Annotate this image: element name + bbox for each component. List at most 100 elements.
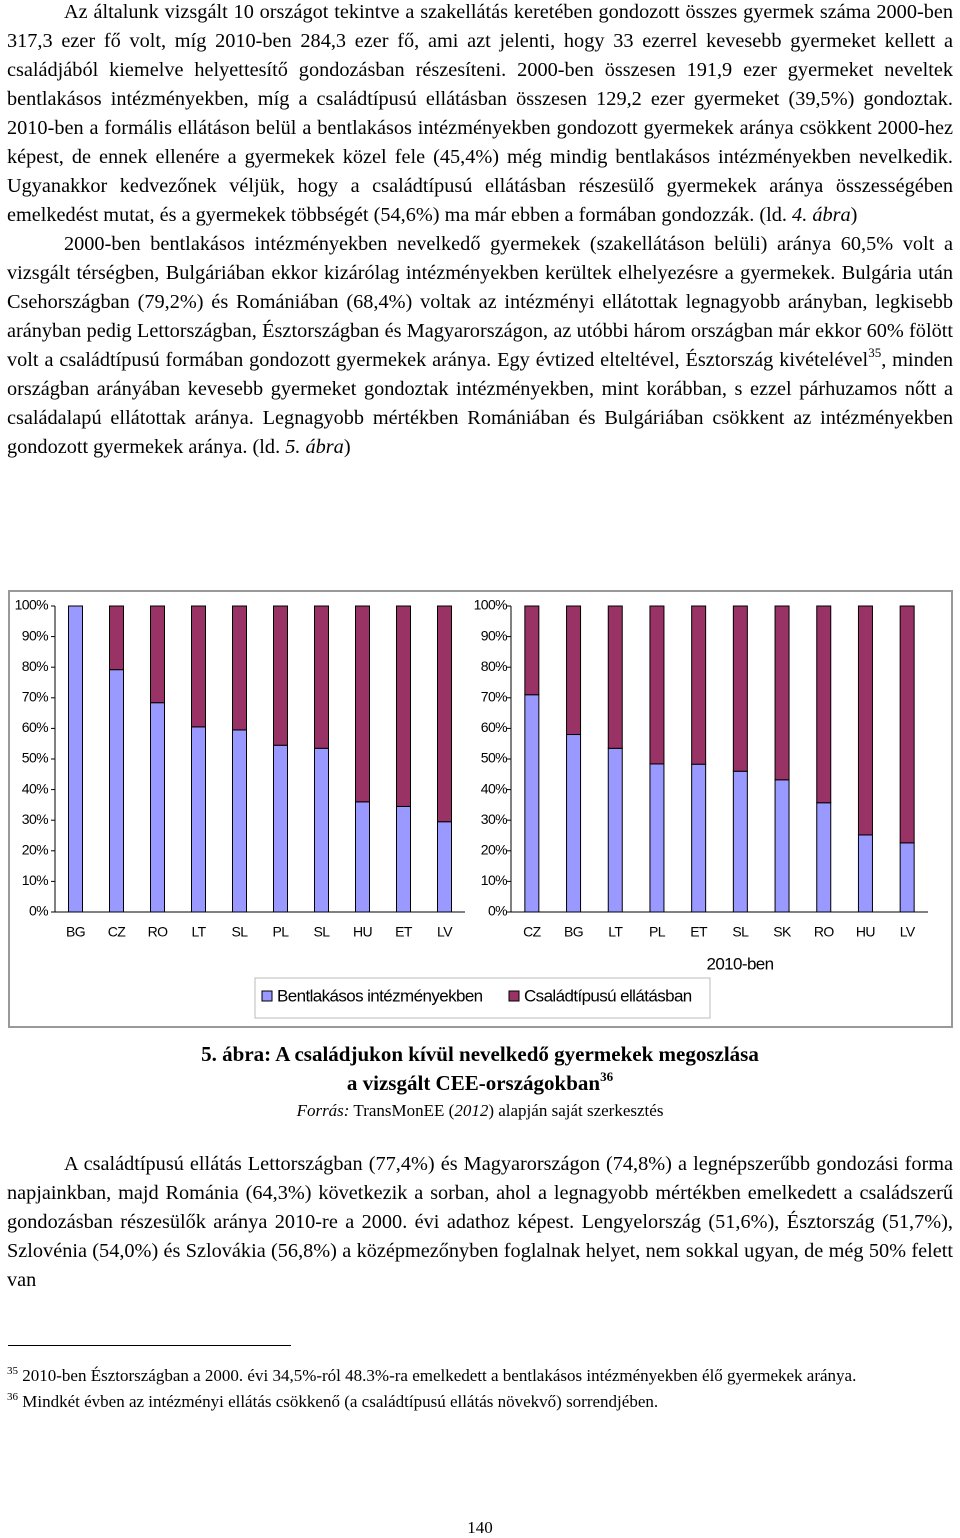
footnote-number: 35 xyxy=(7,1365,18,1377)
x-tick-label: SL xyxy=(314,924,331,940)
legend-swatch xyxy=(508,990,520,1002)
x-tick-label: HU xyxy=(353,924,373,940)
y-tick-label: 40% xyxy=(481,780,507,796)
footnote-text: 2010-ben Észtországban a 2000. évi 34,5%… xyxy=(22,1366,857,1385)
bar-segment xyxy=(857,834,873,913)
bar-segment xyxy=(232,605,247,731)
bar-segment xyxy=(899,842,915,913)
text-block: A családtípusú ellátás Lettországban (77… xyxy=(7,1150,953,1295)
caption-text: a vizsgált CEE-országokban xyxy=(346,1071,601,1095)
bar-segment xyxy=(273,605,288,746)
y-tick-label: 80% xyxy=(481,658,507,674)
y-tick-label: 30% xyxy=(481,811,507,827)
y-tick-label: 100% xyxy=(15,597,49,613)
caption-line: a vizsgált CEE-országokban36 xyxy=(0,1069,960,1098)
page-number: 140 xyxy=(467,1518,493,1537)
bar-segment xyxy=(150,605,165,704)
x-axis-label: 2010-ben xyxy=(706,954,773,973)
bar-segment xyxy=(649,763,665,913)
caption-line: 5. ábra: A családjukon kívül nevelkedő g… xyxy=(0,1040,960,1069)
bar-segment xyxy=(816,605,832,804)
x-tick-label: ET xyxy=(395,924,413,940)
bar-segment xyxy=(396,805,411,913)
text-run: Forrás: xyxy=(296,1101,350,1120)
text-run: ) alapján saját szerkesztés xyxy=(488,1101,664,1120)
bar-segment xyxy=(109,605,124,671)
x-tick-label: SL xyxy=(732,924,749,940)
bar-segment xyxy=(732,770,748,913)
y-tick-label: 40% xyxy=(22,780,48,796)
footnote-text: Mindkét évben az intézményi ellátás csök… xyxy=(22,1392,659,1411)
x-tick-label: RO xyxy=(148,924,169,940)
text-run: 2000-ben bentlakásos intézményekben neve… xyxy=(7,233,953,371)
text-run: 2012 xyxy=(454,1101,489,1120)
bar-segment xyxy=(774,605,790,781)
bar-segment xyxy=(691,763,707,913)
y-tick-label: 50% xyxy=(22,750,48,766)
text-run: ) xyxy=(343,436,351,458)
legend-frame xyxy=(254,977,711,1019)
source-line: Forrás: TransMonEE (2012) alapján saját … xyxy=(0,1098,960,1124)
bar-segment xyxy=(566,734,582,913)
bar-segment xyxy=(355,605,370,803)
y-tick-label: 90% xyxy=(22,627,48,643)
paragraph: Az általunk vizsgált 10 országot tekintv… xyxy=(7,0,953,230)
y-tick-label: 70% xyxy=(22,689,48,705)
bar-segment xyxy=(355,801,370,913)
bar-segment xyxy=(150,702,165,913)
bar-segment xyxy=(607,605,623,749)
text-run: , minden országban arányában kevesebb gy… xyxy=(7,349,953,458)
y-tick-label: 100% xyxy=(474,597,508,613)
text-run: TransMonEE ( xyxy=(349,1101,455,1120)
x-tick-label: SK xyxy=(773,924,792,940)
x-tick-label: HU xyxy=(856,924,876,940)
bar-segment xyxy=(109,669,124,913)
x-tick-label: BG xyxy=(564,924,583,940)
footnote-number: 36 xyxy=(7,1391,18,1403)
y-tick-label: 80% xyxy=(22,658,48,674)
y-tick-label: 30% xyxy=(22,811,48,827)
text-run: 4. ábra xyxy=(792,204,851,226)
x-tick-label: ET xyxy=(690,924,708,940)
text-run: ) xyxy=(850,204,858,226)
y-tick-label: 0% xyxy=(488,903,507,919)
text-run: 5. ábra xyxy=(285,436,344,458)
bar-segment xyxy=(566,605,582,736)
footnote: 36 Mindkét évben az intézményi ellátás c… xyxy=(7,1390,953,1414)
bar-segment xyxy=(607,747,623,913)
paragraph: 2000-ben bentlakásos intézményekben neve… xyxy=(7,230,953,462)
figure-frame xyxy=(8,590,953,1028)
bar-segment xyxy=(774,779,790,913)
text-block: Az általunk vizsgált 10 országot tekintv… xyxy=(7,0,953,462)
bar-segment xyxy=(437,821,452,913)
bar-segment xyxy=(191,605,206,728)
y-tick-label: 90% xyxy=(481,627,507,643)
y-tick-label: 0% xyxy=(29,903,48,919)
bar-segment xyxy=(649,605,665,765)
x-tick-label: LV xyxy=(900,924,916,940)
bar-segment xyxy=(816,802,832,913)
text-run: A családtípusú ellátás Lettországban (77… xyxy=(7,1153,953,1291)
bar-segment xyxy=(273,744,288,913)
footnotes: 35 2010-ben Észtországban a 2000. évi 34… xyxy=(7,1364,953,1416)
bar-segment xyxy=(314,605,329,749)
y-tick-label: 60% xyxy=(481,719,507,735)
y-tick-label: 60% xyxy=(22,719,48,735)
x-tick-label: LT xyxy=(608,924,623,940)
y-tick-label: 10% xyxy=(481,872,507,888)
bar-segment xyxy=(524,694,540,913)
legend-swatch xyxy=(261,990,273,1002)
x-tick-label: BG xyxy=(66,924,85,940)
figure: 0% 10% 20% 30% 40% 50% 60% 70% 80% 90% 100% BG CZ RO L… xyxy=(8,590,953,1028)
y-tick-label: 20% xyxy=(22,842,48,858)
footnote-ref: 36 xyxy=(600,1069,614,1084)
x-tick-label: LT xyxy=(191,924,206,940)
text-run: 35 xyxy=(868,345,882,360)
x-tick-label: CZ xyxy=(523,924,542,940)
y-tick-label: 10% xyxy=(22,872,48,888)
x-tick-label: RO xyxy=(814,924,835,940)
x-tick-label: SL xyxy=(232,924,249,940)
x-tick-label: LV xyxy=(437,924,453,940)
